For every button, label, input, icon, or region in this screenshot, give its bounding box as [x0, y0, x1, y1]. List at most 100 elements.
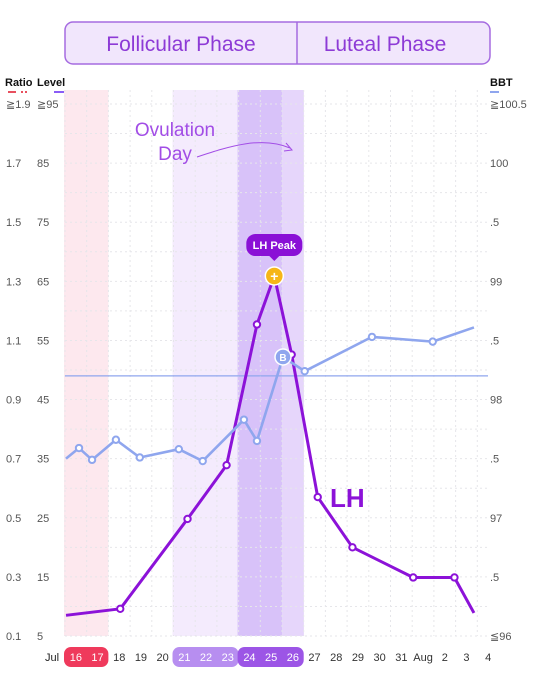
ratio-tick-label: 1.5 [6, 217, 21, 229]
lh-point [252, 320, 262, 329]
bbt-tick-label: ≦96 [490, 631, 511, 643]
x-tick-label: 24 [243, 652, 255, 664]
month-label-jul: Jul [45, 652, 59, 664]
level-tick-label: 15 [37, 572, 49, 584]
luteal-phase-label: Luteal Phase [324, 33, 447, 56]
lh-line [65, 274, 476, 617]
bbt-point [252, 436, 262, 446]
x-tick-label: 30 [374, 652, 386, 664]
ratio-tick-label: 1.7 [6, 158, 21, 170]
lh-peak-marker-symbol: + [270, 268, 278, 284]
x-tick-label: 3 [463, 652, 469, 664]
level-tick-label: 5 [37, 631, 43, 643]
bbt-tick-label: 99 [490, 276, 502, 288]
lh-point [222, 460, 231, 470]
x-tick-label: 26 [287, 652, 299, 664]
bbt-point [428, 337, 437, 346]
level-tick-label: 85 [37, 158, 49, 170]
x-tick-label: 23 [222, 652, 234, 664]
ratio-axis-header: Ratio [5, 77, 33, 89]
lh-peak-marker [264, 266, 285, 286]
bbt-tick-label: 97 [490, 513, 502, 525]
x-tick-label: 17 [91, 652, 103, 664]
lh-point [116, 604, 125, 614]
chart-series: LH Peak + B [65, 234, 476, 617]
ovulation-arrowhead [283, 142, 293, 152]
lh-point [348, 543, 357, 552]
bbt-tick-label: .5 [490, 572, 499, 584]
lh-peak-badge-pointer [269, 256, 280, 262]
lh-peak-badge [246, 234, 303, 257]
bbt-point [74, 443, 84, 453]
ratio-tick-label: 1.3 [6, 276, 21, 288]
lh-point [183, 514, 192, 524]
bbt-tick-label: 98 [490, 395, 502, 407]
lh-series-label: LH [330, 483, 365, 513]
bbt-axis-header: BBT [490, 77, 513, 89]
level-tick-label: 65 [37, 276, 49, 288]
bbt-marker-label: B [279, 353, 286, 364]
bbt-tick-label: .5 [490, 335, 499, 347]
bbt-tick-label: .5 [490, 217, 499, 229]
x-tick-label: 27 [308, 652, 320, 664]
bbt-point [239, 415, 249, 424]
lh-point [409, 573, 418, 582]
phase-header: Follicular Phase Luteal Phase [64, 21, 491, 65]
ratio-tick-label: 0.1 [6, 631, 21, 643]
x-tick-label: 18 [113, 652, 125, 664]
bbt-point [111, 435, 121, 444]
level-tick-label: 25 [37, 513, 49, 525]
x-tick-label: 19 [135, 652, 147, 664]
x-tick-label: 28 [330, 652, 342, 664]
level-tick-label: ≧95 [37, 99, 58, 111]
ovulation-arrow [196, 142, 291, 158]
period-days-pill [64, 647, 109, 667]
cycle-bands [64, 90, 304, 636]
bbt-point [198, 456, 207, 466]
x-axis-labels: Jul 16 17 18 19 20 21 22 23 24 25 26 27 28 29 30 31 Aug 2 3… [45, 647, 491, 667]
grid-lines [64, 90, 488, 637]
phase-header-box [64, 21, 491, 65]
x-tick-label: 16 [70, 652, 82, 664]
x-tick-label: 25 [265, 652, 277, 664]
bbt-point [300, 366, 309, 376]
ovulation-label-line1: Ovulation [135, 120, 215, 141]
bbt-point [367, 332, 377, 342]
level-axis-header: Level [37, 77, 65, 89]
ratio-tick-label: 0.7 [6, 454, 21, 466]
fertile-days-pill [172, 647, 239, 667]
x-tick-label: 2 [442, 652, 448, 664]
x-tick-label: 21 [178, 652, 190, 664]
bbt-point [174, 445, 184, 454]
bbt-tick-label: ≧100.5 [490, 99, 527, 111]
lh-point [313, 492, 322, 502]
ovulation-label-line2: Day [158, 144, 192, 165]
ratio-tick-label: ≧1.9 [6, 99, 31, 111]
ratio-tick-label: 0.9 [6, 395, 21, 407]
bbt-line [65, 326, 475, 463]
level-tick-label: 75 [37, 217, 49, 229]
bbt-tick-label: 100 [490, 158, 508, 170]
level-tick-label: 45 [37, 395, 49, 407]
x-tick-label: Aug [413, 652, 433, 664]
bbt-point [135, 453, 144, 462]
bbt-tick-label: .5 [490, 454, 499, 466]
ratio-tick-label: 1.1 [6, 335, 21, 347]
x-tick-label: 20 [157, 652, 169, 664]
x-tick-label: 22 [200, 652, 212, 664]
bbt-marker-point [274, 348, 292, 366]
level-tick-label: 35 [37, 454, 49, 466]
x-tick-label: 4 [485, 652, 491, 664]
lh-peak-label: LH Peak [253, 240, 297, 252]
x-tick-label: 31 [395, 652, 407, 664]
ovulation-day-annotation: Ovulation Day [135, 120, 293, 165]
follicular-phase-label: Follicular Phase [106, 33, 255, 56]
bbt-point [87, 455, 97, 465]
ratio-tick-label: 0.5 [6, 513, 21, 525]
lh-point [450, 573, 459, 582]
level-tick-label: 55 [37, 335, 49, 347]
ratio-tick-label: 0.3 [6, 572, 21, 584]
x-tick-label: 29 [352, 652, 364, 664]
